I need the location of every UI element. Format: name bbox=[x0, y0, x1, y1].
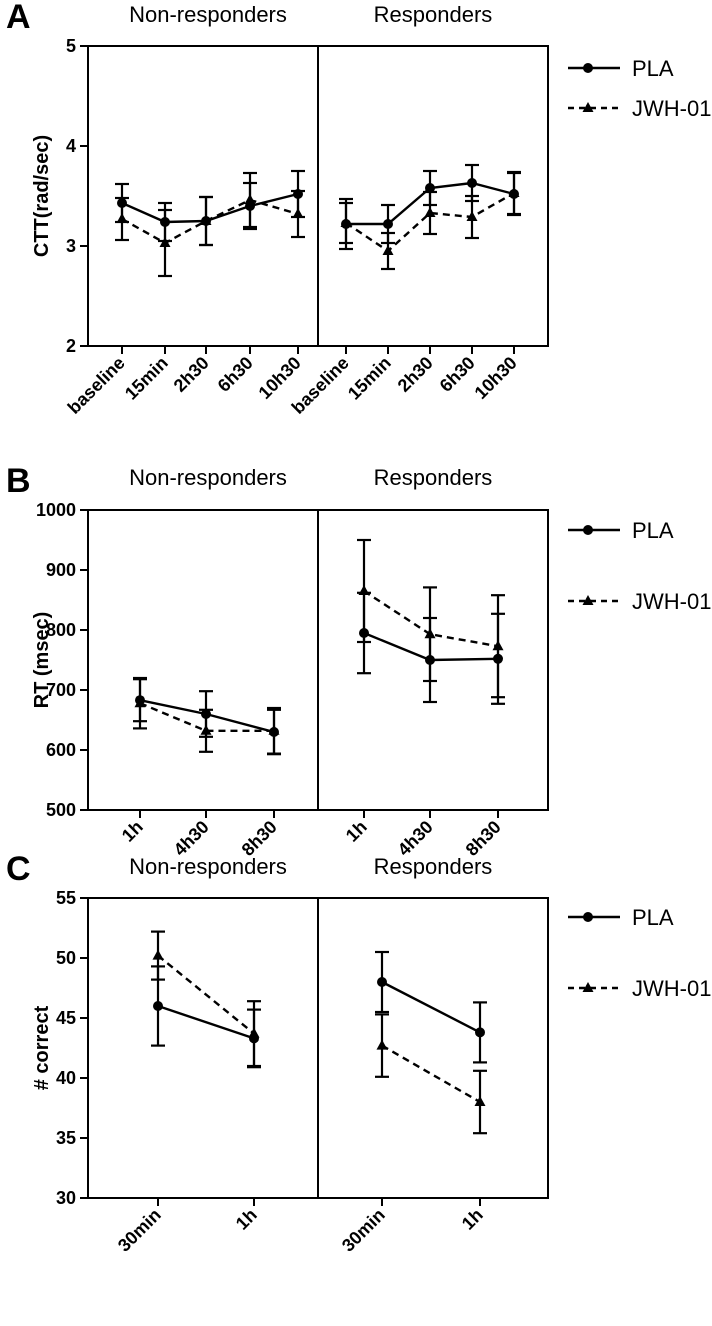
data-point-jwh018 bbox=[382, 245, 394, 255]
y-tick-label: 5 bbox=[66, 36, 76, 56]
x-tick-label: 2h30 bbox=[394, 353, 437, 396]
y-tick-label: 900 bbox=[46, 560, 76, 580]
y-tick-label: 2 bbox=[66, 336, 76, 356]
y-tick-label: 40 bbox=[56, 1068, 76, 1088]
data-point-jwh018 bbox=[358, 585, 370, 595]
data-point-jwh018 bbox=[159, 237, 171, 247]
data-point-jwh018 bbox=[152, 949, 164, 960]
data-point-jwh018 bbox=[268, 724, 280, 735]
data-point-jwh018 bbox=[340, 217, 352, 227]
legend-label-pla: PLA bbox=[632, 905, 674, 930]
series-line-jwh018 bbox=[121, 198, 299, 245]
panel-letter: A bbox=[6, 0, 31, 36]
legend: PLA JWH-018 bbox=[568, 56, 712, 121]
legend: PLA JWH-018 bbox=[568, 518, 712, 614]
data-point-jwh018 bbox=[492, 640, 504, 651]
x-tick-label: 15min bbox=[344, 353, 395, 404]
legend-label-jwh018: JWH-018 bbox=[632, 96, 712, 121]
y-axis-label: RT (msec) bbox=[31, 612, 53, 709]
panel-letter: C bbox=[6, 850, 31, 888]
y-tick-label: 3 bbox=[66, 236, 76, 256]
data-point-jwh018 bbox=[376, 1039, 388, 1050]
x-tick-label: 2h30 bbox=[170, 353, 213, 396]
y-axis-label: CTT(rad/sec) bbox=[31, 135, 53, 257]
data-point-pla bbox=[467, 178, 477, 188]
x-tick-label: 30min bbox=[338, 1205, 389, 1256]
data-point-jwh018 bbox=[474, 1096, 486, 1106]
series-line-pla bbox=[381, 980, 481, 1034]
legend-marker-pla bbox=[583, 525, 593, 535]
legend-marker-jwh018 bbox=[582, 595, 594, 605]
x-tick-label: 6h30 bbox=[214, 353, 257, 396]
panel-letter: B bbox=[6, 462, 31, 500]
y-tick-label: 4 bbox=[66, 136, 76, 156]
data-point-pla bbox=[377, 977, 387, 987]
group-title: Non-responders bbox=[129, 2, 287, 27]
y-tick-label: 700 bbox=[46, 680, 76, 700]
series-line-pla bbox=[157, 1004, 255, 1040]
data-point-jwh018 bbox=[508, 187, 520, 197]
data-point-jwh018 bbox=[424, 207, 436, 217]
series-line-jwh018 bbox=[157, 954, 255, 1035]
x-tick-label: 1h bbox=[342, 817, 371, 846]
group-title: Responders bbox=[374, 2, 493, 27]
y-tick-label: 1000 bbox=[36, 500, 76, 520]
legend-label-pla: PLA bbox=[632, 518, 674, 543]
data-point-jwh018 bbox=[200, 215, 212, 225]
y-tick-label: 600 bbox=[46, 740, 76, 760]
series-line-jwh018 bbox=[381, 1044, 481, 1104]
data-point-jwh018 bbox=[116, 213, 128, 223]
x-tick-label: 1h bbox=[118, 817, 147, 846]
legend: PLA JWH-018 bbox=[568, 905, 712, 1001]
legend-label-jwh018: JWH-018 bbox=[632, 976, 712, 1001]
data-point-jwh018 bbox=[134, 697, 146, 708]
panel-a: A Non-responders Responders 2 3 4 5 CTT(rad/sec… bbox=[6, 0, 712, 418]
x-tick-label: 1h bbox=[232, 1205, 261, 1234]
data-point-jwh018 bbox=[200, 724, 212, 735]
legend-marker-pla bbox=[583, 912, 593, 922]
group-title: Responders bbox=[374, 465, 493, 490]
legend-marker-jwh018 bbox=[582, 982, 594, 992]
x-tick-label: baseline bbox=[64, 353, 129, 418]
panel-b: B Non-responders Responders 500 600 700 800 900… bbox=[6, 462, 712, 860]
group-title: Non-responders bbox=[129, 854, 287, 879]
data-point-pla bbox=[383, 219, 393, 229]
data-point-jwh018 bbox=[466, 211, 478, 221]
legend-marker-jwh018 bbox=[582, 102, 594, 112]
y-tick-label: 50 bbox=[56, 948, 76, 968]
y-tick-label: 800 bbox=[46, 620, 76, 640]
y-tick-label: 55 bbox=[56, 888, 76, 908]
y-tick-label: 500 bbox=[46, 800, 76, 820]
panel-c: C Non-responders Responders 30 35 40 45 50 55 # c… bbox=[6, 850, 712, 1256]
y-tick-label: 30 bbox=[56, 1188, 76, 1208]
legend-marker-pla bbox=[583, 63, 593, 73]
data-point-jwh018 bbox=[248, 1027, 260, 1038]
x-tick-label: 15min bbox=[121, 353, 172, 404]
x-tick-label: 1h bbox=[458, 1205, 487, 1234]
group-title: Responders bbox=[374, 854, 493, 879]
data-point-pla bbox=[153, 1001, 163, 1011]
x-tick-label: 10h30 bbox=[471, 353, 521, 403]
y-axis-label: # correct bbox=[31, 1005, 53, 1090]
y-tick-label: 35 bbox=[56, 1128, 76, 1148]
legend-label-jwh018: JWH-018 bbox=[632, 589, 712, 614]
group-title: Non-responders bbox=[129, 465, 287, 490]
data-point-jwh018 bbox=[292, 208, 304, 218]
legend-label-pla: PLA bbox=[632, 56, 674, 81]
x-tick-label: 30min bbox=[114, 1205, 165, 1256]
data-point-pla bbox=[425, 183, 435, 193]
y-tick-label: 45 bbox=[56, 1008, 76, 1028]
data-point-jwh018 bbox=[424, 628, 436, 639]
data-point-pla bbox=[475, 1027, 485, 1038]
data-point-jwh018 bbox=[244, 194, 256, 204]
